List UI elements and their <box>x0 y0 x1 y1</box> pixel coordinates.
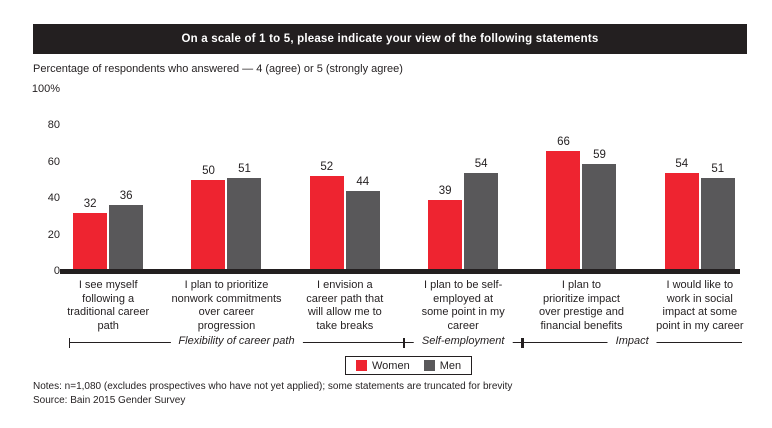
bar-group: 39 54 <box>404 89 522 271</box>
bar-value-label: 66 <box>557 135 570 148</box>
source-line: Source: Bain 2015 Gender Survey <box>33 394 186 406</box>
bracket-tick <box>404 338 406 348</box>
bar-men <box>700 178 735 271</box>
y-axis-tick-label: 80 <box>47 119 60 132</box>
bar-value-label: 36 <box>119 190 133 203</box>
bar-value-label: 51 <box>711 163 725 176</box>
y-axis-tick-label: 0 <box>53 265 60 277</box>
category-label: I plan to prioritize nonwork commitments… <box>171 279 282 332</box>
category-labels-row: I see myself following a traditional car… <box>49 279 759 333</box>
bar-group: 66 59 <box>522 89 640 271</box>
bar-women <box>428 200 463 271</box>
y-axis-tick-label: 40 <box>47 192 60 205</box>
bar-men <box>582 163 617 271</box>
category-group-bracket: Flexibility of career path <box>69 335 404 348</box>
category-label: I see myself following a traditional car… <box>67 279 150 332</box>
bar-women <box>73 212 108 271</box>
bar-men <box>109 205 144 271</box>
legend: Women Men <box>345 356 473 375</box>
bar-value-label: 54 <box>474 157 488 170</box>
bar-with-label: 32 <box>73 197 108 271</box>
bar-value-label: 44 <box>356 175 370 188</box>
legend-label-women: Women <box>372 359 410 372</box>
y-axis-tick-label: 100% <box>31 83 60 95</box>
category-label: I plan to prioritize impact over prestig… <box>538 279 624 332</box>
footnotes: Notes: n=1,080 (excludes prospectives wh… <box>33 380 512 407</box>
bracket-tick <box>69 338 71 348</box>
bracket-label: Self-employment <box>413 335 513 347</box>
bar-men <box>464 172 499 271</box>
legend-label-men: Men <box>439 359 462 372</box>
bracket-tick <box>402 338 404 348</box>
bar-with-label: 59 <box>582 148 617 271</box>
bar-women <box>664 172 699 271</box>
bracket-tick <box>520 338 523 348</box>
bar-women <box>191 180 226 271</box>
bar-group: 32 36 <box>49 89 167 271</box>
bar-value-label: 32 <box>83 197 97 210</box>
bar-group: 54 51 <box>641 89 759 271</box>
bar-with-label: 51 <box>700 163 735 271</box>
legend-item-women: Women <box>356 360 410 372</box>
bar-with-label: 52 <box>309 161 344 271</box>
bar-value-label: 52 <box>320 161 334 174</box>
chart-title: On a scale of 1 to 5, please indicate yo… <box>181 33 599 45</box>
bracket-label: Impact <box>607 335 657 347</box>
bar-with-label: 39 <box>428 185 463 271</box>
bar-value-label: 50 <box>202 165 215 177</box>
bar-with-label: 50 <box>191 165 226 271</box>
bar-with-label: 66 <box>546 135 581 271</box>
bar-with-label: 54 <box>664 157 699 271</box>
category-group-bracket: Self-employment <box>404 335 523 348</box>
bar-women <box>309 176 344 271</box>
bar-men <box>227 178 262 271</box>
notes-line: Notes: n=1,080 (excludes prospectives wh… <box>33 381 513 392</box>
bar-women <box>546 150 581 271</box>
legend-item-men: Men <box>423 359 462 372</box>
category-label: I would like to work in social impact at… <box>656 279 744 332</box>
chart-title-banner: On a scale of 1 to 5, please indicate yo… <box>33 24 747 54</box>
category-group-bracket: Impact <box>522 335 742 348</box>
bar-with-label: 36 <box>109 190 144 271</box>
y-axis-tick-label: 20 <box>47 228 60 241</box>
bar-value-label: 54 <box>675 157 689 170</box>
women-color-swatch <box>356 360 367 371</box>
bar-value-label: 59 <box>593 148 606 161</box>
x-axis-baseline <box>60 269 740 274</box>
bar-group: 50 51 <box>167 89 285 271</box>
y-axis-tick-label: 60 <box>47 155 60 168</box>
category-label: I envision a career path that will allow… <box>306 279 384 332</box>
bar-value-label: 39 <box>438 185 452 198</box>
bar-with-label: 54 <box>464 157 499 271</box>
bar-with-label: 51 <box>227 163 262 271</box>
bracket-tick <box>522 338 524 348</box>
bar-group: 52 44 <box>286 89 404 271</box>
bar-with-label: 44 <box>345 175 380 271</box>
bracket-label: Flexibility of career path <box>170 335 303 347</box>
category-label: I plan to be self- employed at some poin… <box>421 279 505 332</box>
chart-subtitle: Percentage of respondents who answered —… <box>33 63 403 75</box>
bar-men <box>345 190 380 271</box>
men-color-swatch <box>423 360 435 371</box>
bar-value-label: 51 <box>238 163 251 176</box>
bar-plot-area: 32 36 50 51 52 44 39 54 66 59 54 51 <box>49 89 759 271</box>
